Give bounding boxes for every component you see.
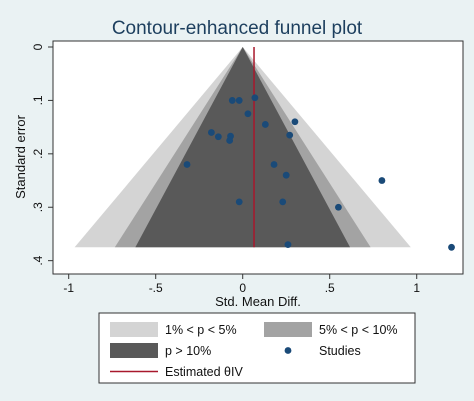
legend: 1% < p < 5% 5% < p < 10% p > 10% Studies Est…	[98, 312, 416, 384]
legend-label: 5% < p < 10%	[319, 323, 398, 337]
legend-swatch	[110, 322, 158, 337]
x-tick-label: 0	[239, 281, 246, 295]
study-markers	[183, 94, 455, 251]
study-point-18	[335, 203, 342, 211]
study-point-13	[270, 161, 278, 168]
study-point-15	[378, 177, 386, 184]
x-tick-label: .5	[325, 281, 335, 295]
study-point-12	[183, 161, 191, 168]
study-point-4	[291, 118, 299, 126]
y-axis-title: Standard error	[13, 114, 28, 198]
study-point-19	[284, 241, 292, 249]
study-point-11	[226, 137, 234, 144]
study-point-1	[251, 94, 259, 102]
y-tick-label: 0	[31, 43, 45, 50]
chart-title: Contour-enhanced funnel plot	[112, 18, 363, 39]
study-point-17	[279, 198, 287, 206]
legend-label: Studies	[319, 344, 361, 358]
study-point-20	[448, 243, 455, 251]
legend-label: Estimated θIV	[165, 365, 243, 379]
y-tick-label: .4	[31, 255, 45, 265]
x-tick-label: -.5	[149, 281, 163, 295]
study-point-2	[228, 97, 236, 104]
study-point-6	[261, 121, 269, 128]
y-tick-label: .1	[31, 95, 45, 105]
legend-swatch	[264, 322, 312, 337]
y-tick-label: .2	[31, 149, 45, 159]
y-tick-label: .3	[31, 202, 45, 212]
funnel-contours	[74, 47, 411, 248]
study-point-8	[207, 129, 215, 136]
study-point-3	[235, 97, 243, 104]
contour-region-3	[135, 47, 351, 248]
x-tick-label: -1	[63, 281, 74, 295]
x-axis-title: Std. Mean Diff.	[215, 294, 301, 309]
legend-swatch	[110, 343, 158, 358]
legend-marker	[284, 347, 292, 354]
study-point-16	[235, 198, 243, 206]
legend-label: 1% < p < 5%	[165, 323, 237, 337]
study-point-7	[286, 131, 294, 139]
x-tick-label: 1	[413, 281, 420, 295]
legend-label: p > 10%	[165, 344, 211, 358]
study-point-14	[282, 171, 290, 179]
study-point-9	[214, 133, 222, 141]
axes: -1 -.5 0 .5 1 0 .1 .2 .3 .4	[31, 43, 420, 295]
study-point-5	[244, 110, 252, 118]
